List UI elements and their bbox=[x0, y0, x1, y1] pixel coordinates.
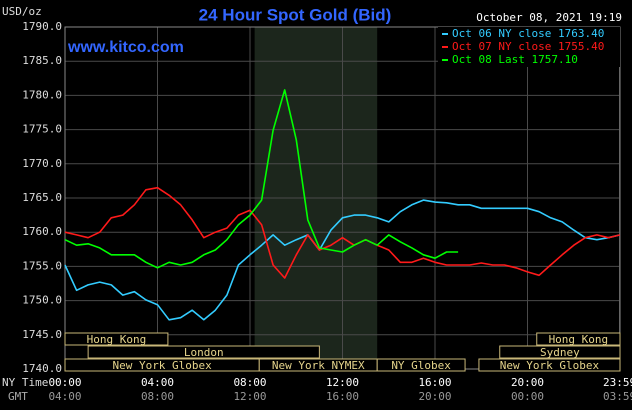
session-label: Hong Kong bbox=[87, 333, 147, 346]
x-tick-label: 00:00 bbox=[48, 376, 81, 389]
y-tick-label: 1755.0 bbox=[22, 259, 62, 272]
x-tick-label: 12:00 bbox=[326, 376, 359, 389]
x-tick-label: 16:00 bbox=[418, 376, 451, 389]
y-tick-label: 1775.0 bbox=[22, 123, 62, 136]
session-label: New York NYMEX bbox=[272, 359, 365, 372]
y-tick-label: 1785.0 bbox=[22, 54, 62, 67]
x2-axis-label: GMT bbox=[8, 390, 28, 403]
legend-label: Oct 08 Last 1757.10 bbox=[452, 53, 578, 66]
session-box bbox=[536, 332, 621, 346]
legend-label: Oct 06 NY close 1763.40 bbox=[452, 27, 604, 40]
x2-tick-label: 03:59 bbox=[603, 390, 632, 403]
y-tick-label: 1765.0 bbox=[22, 191, 62, 204]
session-box bbox=[499, 345, 621, 359]
y-tick-label: 1750.0 bbox=[22, 294, 62, 307]
session-label: Sydney bbox=[540, 346, 580, 359]
x2-tick-label: 12:00 bbox=[233, 390, 266, 403]
x2-tick-label: 16:00 bbox=[326, 390, 359, 403]
session-box bbox=[64, 332, 169, 346]
subtitle: www.kitco.com bbox=[67, 39, 184, 56]
y-tick-label: 1780.0 bbox=[22, 88, 62, 101]
series-line bbox=[64, 89, 459, 269]
y-tick-label: 1745.0 bbox=[22, 328, 62, 341]
session-label: Hong Kong bbox=[549, 333, 609, 346]
session-label: New York Globex bbox=[500, 359, 600, 372]
legend-box bbox=[438, 27, 620, 67]
y-tick-label: 1760.0 bbox=[22, 225, 62, 238]
legend-label: Oct 07 NY close 1755.40 bbox=[452, 40, 604, 53]
x-tick-label: 08:00 bbox=[233, 376, 266, 389]
series-line bbox=[64, 186, 621, 279]
session-box bbox=[87, 345, 320, 359]
y-tick-label: 1740.0 bbox=[22, 362, 62, 375]
session-label: London bbox=[184, 346, 224, 359]
y-tick-label: 1790.0 bbox=[22, 20, 62, 33]
series-line bbox=[64, 199, 621, 321]
x2-tick-label: 00:00 bbox=[511, 390, 544, 403]
x2-tick-label: 08:00 bbox=[141, 390, 174, 403]
x-tick-label: 04:00 bbox=[141, 376, 174, 389]
x2-tick-label: 04:00 bbox=[48, 390, 81, 403]
x2-tick-label: 20:00 bbox=[418, 390, 451, 403]
session-label: New York Globex bbox=[112, 359, 212, 372]
session-box bbox=[376, 358, 466, 372]
x-tick-label: 20:00 bbox=[511, 376, 544, 389]
x-axis-label: NY Time bbox=[2, 376, 48, 389]
y-tick-label: 1770.0 bbox=[22, 157, 62, 170]
chart-title: 24 Hour Spot Gold (Bid) bbox=[199, 5, 392, 24]
session-label: NY Globex bbox=[391, 359, 451, 372]
x-tick-label: 23:59 bbox=[603, 376, 632, 389]
timestamp: October 08, 2021 19:19 bbox=[476, 11, 622, 24]
session-box bbox=[478, 358, 621, 372]
y-axis-label: USD/oz bbox=[2, 5, 42, 18]
